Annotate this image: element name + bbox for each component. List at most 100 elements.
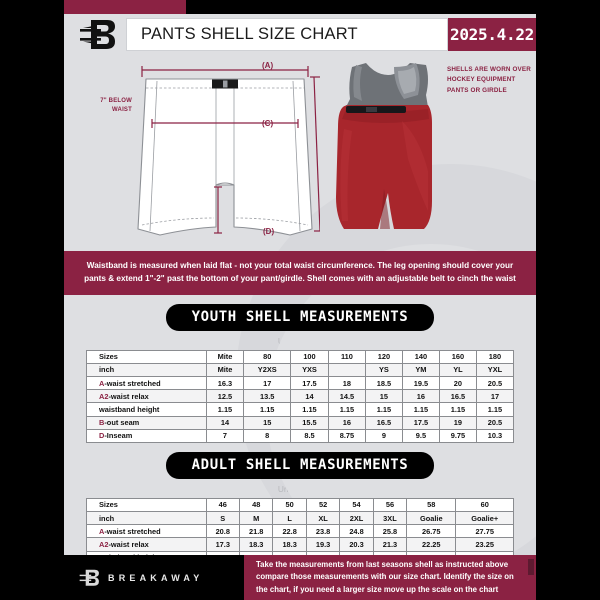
table-cell: 110 bbox=[327, 349, 366, 364]
below-waist-label: 7" BELOW WAIST bbox=[100, 98, 132, 113]
adult-heading-pill: ADULT SHELL MEASUREMENTS bbox=[165, 451, 435, 479]
footer-accent-tab bbox=[528, 559, 534, 575]
shell-worn-over-note: SHELLS ARE WORN OVER HOCKEY EQUIPMENT PA… bbox=[447, 66, 531, 94]
table-cell: 15 bbox=[243, 415, 292, 430]
table-cell: S bbox=[205, 511, 240, 526]
table-cell: 17.3 bbox=[205, 537, 240, 552]
table-cell: Mite bbox=[205, 349, 245, 364]
table-cell: 14.5 bbox=[327, 389, 366, 404]
table-cell: YXL bbox=[475, 362, 515, 377]
table-cell: 1.15 bbox=[327, 402, 366, 417]
table-cell: 1.15 bbox=[243, 402, 292, 417]
table-row: A2-waist relax 12.5 13.5 14 14.5 15 16 16.5 17 bbox=[86, 389, 515, 404]
row-label: A2-waist relax bbox=[86, 389, 207, 404]
table-cell: 23.8 bbox=[305, 524, 341, 539]
adult-measurements-table: Sizes 46 48 50 52 54 56 58 60 inch S M L XL 2XL 3XL Goal… bbox=[86, 497, 514, 555]
row-label: waistband height bbox=[86, 402, 207, 417]
table-cell: 100 bbox=[290, 349, 329, 364]
table-cell: 10.3 bbox=[475, 428, 515, 443]
youth-measurements-table: Sizes Mite 80 100 110 120 140 160 180 inch Mite Y2X… bbox=[86, 349, 515, 443]
table-cell: 21.3 bbox=[372, 537, 408, 552]
table-cell: 140 bbox=[401, 349, 440, 364]
table-cell: 7 bbox=[205, 428, 245, 443]
table-cell: L bbox=[272, 511, 307, 526]
table-cell: 14 bbox=[290, 389, 329, 404]
table-cell bbox=[327, 362, 366, 377]
table-cell: 27.75 bbox=[455, 524, 514, 539]
table-cell: 60 bbox=[455, 497, 514, 513]
table-cell: 13.5 bbox=[243, 389, 292, 404]
footer-brand-text: BREAKAWAY bbox=[108, 572, 204, 583]
table-cell: XL bbox=[305, 511, 341, 526]
page-title: PANTS SHELL SIZE CHART bbox=[126, 18, 448, 51]
row-label: A2-waist relax bbox=[86, 537, 207, 552]
pant-shell-product-photo bbox=[332, 61, 444, 246]
table-cell: 1.15 bbox=[406, 550, 457, 555]
table-cell: 15.5 bbox=[290, 415, 329, 430]
table-cell: 18.5 bbox=[364, 375, 403, 391]
table-cell: 19 bbox=[438, 415, 477, 430]
table-cell: 17.5 bbox=[401, 415, 440, 430]
row-label: B-out seam bbox=[86, 415, 207, 430]
footer-brand: BREAKAWAY bbox=[64, 555, 244, 600]
table-cell: 52 bbox=[305, 497, 341, 513]
table-cell: 20.3 bbox=[339, 537, 374, 552]
table-cell: 17 bbox=[243, 375, 292, 391]
table-cell: 19.3 bbox=[305, 537, 341, 552]
row-key: A bbox=[99, 526, 105, 536]
row-label: A-waist stretched bbox=[86, 524, 207, 539]
table-cell: 25.8 bbox=[372, 524, 408, 539]
table-row: Sizes Mite 80 100 110 120 140 160 180 bbox=[86, 349, 515, 364]
page-header: PANTS SHELL SIZE CHART 2025.4.22 bbox=[64, 14, 536, 55]
row-key: D bbox=[99, 431, 105, 441]
pant-shell-technical-drawing bbox=[130, 57, 322, 252]
row-key: B bbox=[99, 418, 105, 428]
table-cell: Goalie bbox=[406, 511, 457, 526]
measurement-instructions-banner: Waistband is measured when laid flat - n… bbox=[64, 251, 536, 295]
footer-instructions: Take the measurements from last seasons … bbox=[244, 555, 536, 600]
table-cell: 120 bbox=[364, 349, 403, 364]
table-cell: 18.3 bbox=[238, 537, 274, 552]
page-footer: BREAKAWAY Take the measurements from las… bbox=[64, 555, 536, 600]
table-cell: 24.8 bbox=[339, 524, 374, 539]
table-cell: Goalie+ bbox=[455, 511, 514, 526]
table-cell: 22.25 bbox=[406, 537, 457, 552]
table-row: Sizes 46 48 50 52 54 56 58 60 bbox=[86, 497, 514, 513]
table-cell: YS bbox=[364, 362, 403, 377]
diagram-section: 7" BELOW WAIST bbox=[64, 55, 536, 251]
table-row: A-waist stretched 20.8 21.8 22.8 23.8 24.8 25.… bbox=[86, 524, 514, 539]
table-cell: 21.8 bbox=[238, 524, 274, 539]
table-cell: 18 bbox=[327, 375, 366, 391]
table-cell: 1.15 bbox=[290, 402, 329, 417]
table-cell: 8.75 bbox=[327, 428, 366, 443]
row-label: Sizes bbox=[86, 349, 207, 364]
table-cell: 180 bbox=[475, 349, 515, 364]
chart-body: PANTS SHELL SIZE CHART 2025.4.22 7" BELO… bbox=[64, 14, 536, 555]
table-cell: 1.15 bbox=[372, 550, 408, 555]
table-cell: 16.3 bbox=[205, 375, 245, 391]
dimension-label-c: (C) bbox=[262, 119, 274, 128]
table-row: B-out seam 14 15 15.5 16 16.5 17.5 19 20.5 bbox=[86, 415, 515, 430]
table-row: A2-waist relax 17.3 18.3 18.3 19.3 20.3 21.3 22… bbox=[86, 537, 514, 552]
table-cell: 1.15 bbox=[455, 550, 514, 555]
table-cell: 16.5 bbox=[364, 415, 403, 430]
table-cell: 54 bbox=[339, 497, 374, 513]
row-label: inch bbox=[86, 362, 207, 377]
table-cell: 1.15 bbox=[401, 402, 440, 417]
table-cell: 9.75 bbox=[438, 428, 477, 443]
table-cell: 15 bbox=[364, 389, 403, 404]
page-title-text: PANTS SHELL SIZE CHART bbox=[141, 25, 358, 43]
table-cell: 12.5 bbox=[205, 389, 245, 404]
table-cell: 17 bbox=[475, 389, 515, 404]
table-cell: 46 bbox=[205, 497, 240, 513]
top-accent-strip bbox=[64, 0, 186, 14]
table-cell: 50 bbox=[272, 497, 307, 513]
table-cell: 9 bbox=[364, 428, 403, 443]
table-cell: 16.5 bbox=[438, 389, 477, 404]
adult-section-header: ADULT SHELL MEASUREMENTS bbox=[64, 443, 536, 479]
dimension-label-a: (A) bbox=[262, 61, 274, 70]
table-cell: 26.75 bbox=[406, 524, 457, 539]
row-label: D-Inseam bbox=[86, 428, 207, 443]
